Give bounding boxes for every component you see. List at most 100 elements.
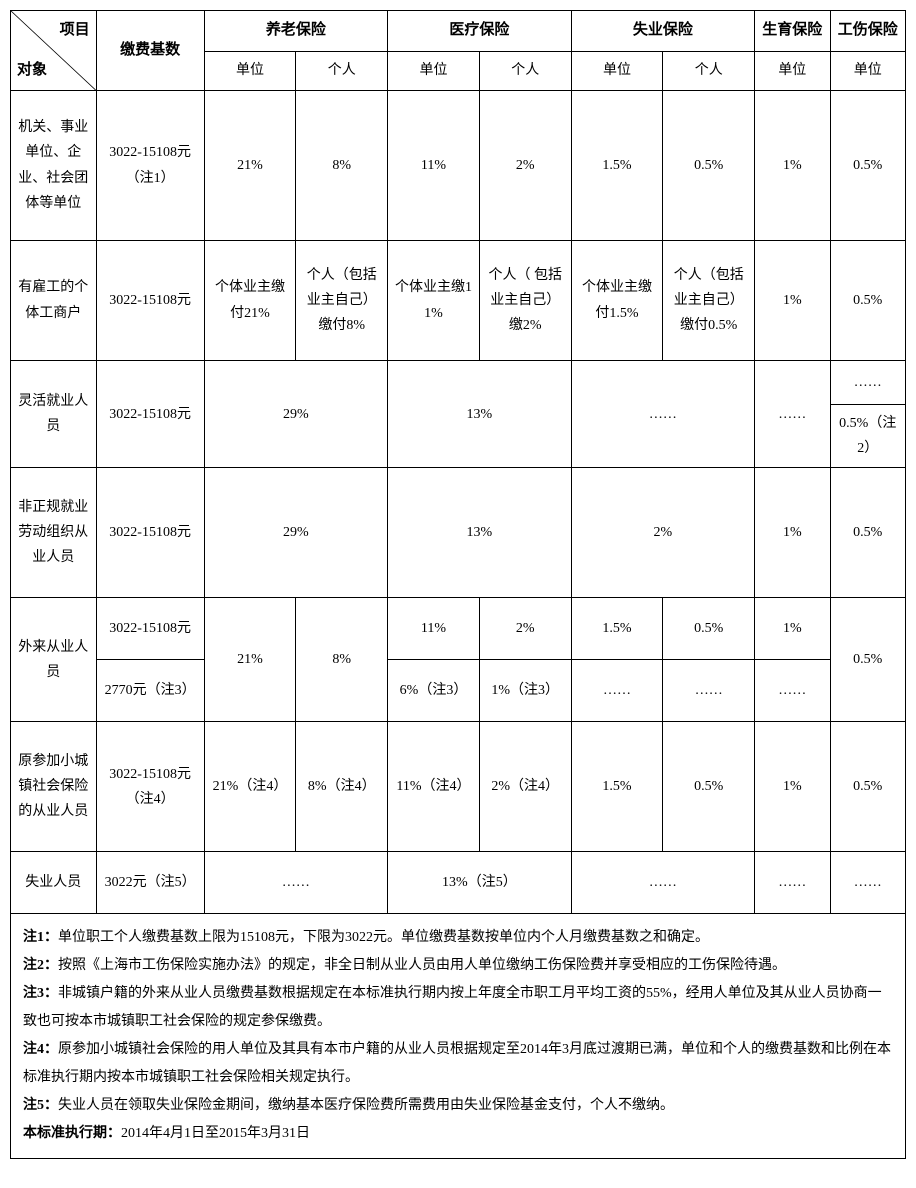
cell: 2%（注4） [479,722,571,852]
base-cell: 3022-15108元 [96,468,204,598]
cell: 6%（注3） [388,660,480,722]
cell: …… [755,852,830,914]
cell: 21% [204,91,296,241]
insurance-table: 项目 对象 缴费基数 养老保险 医疗保险 失业保险 生育保险 工伤保险 单位 个… [10,10,906,914]
obj-cell: 原参加小城镇社会保险的从业人员 [11,722,97,852]
obj-cell: 机关、事业单位、企业、社会团体等单位 [11,91,97,241]
cell: 0.5% [663,598,755,660]
obj-cell: 灵活就业人员 [11,361,97,468]
cell: 0.5% [830,91,905,241]
cell: 个体业主缴付21% [204,241,296,361]
cell: 2% [571,468,754,598]
cell: 1.5% [571,598,663,660]
table-row: 灵活就业人员 3022-15108元 29% 13% …… …… …… [11,361,906,405]
cell: 个人（包括业主自己）缴付0.5% [663,241,755,361]
table-row: 有雇工的个体工商户 3022-15108元 个体业主缴付21% 个人（包括业主自… [11,241,906,361]
obj-cell: 非正规就业劳动组织从业人员 [11,468,97,598]
obj-cell: 失业人员 [11,852,97,914]
col-unemployment: 失业保险 [571,11,754,52]
cell: 21% [204,598,296,722]
cell: 个体业主缴付1.5% [571,241,663,361]
note-label: 注1： [23,930,58,945]
cell: 1%（注3） [479,660,571,722]
cell: …… [571,852,754,914]
sub-unit: 单位 [830,51,905,90]
col-pension: 养老保险 [204,11,387,52]
base-cell: 3022-15108元（注4） [96,722,204,852]
cell: 2% [479,91,571,241]
table-row: 机关、事业单位、企业、社会团体等单位 3022-15108元（注1） 21% 8… [11,91,906,241]
cell: 0.5% [830,468,905,598]
cell: 1.5% [571,722,663,852]
obj-cell: 外来从业人员 [11,598,97,722]
note-label: 注4： [23,1042,58,1057]
cell: …… [204,852,387,914]
sub-personal: 个人 [479,51,571,90]
cell: 0.5% [663,722,755,852]
base-cell: 3022-15108元 [96,598,204,660]
cell: 11% [388,91,480,241]
diag-top: 项目 [60,17,90,44]
cell: 1% [755,598,830,660]
sub-personal: 个人 [663,51,755,90]
cell: 0.5% [830,241,905,361]
cell: 0.5%（注2） [830,405,905,468]
note-label: 注3： [23,986,58,1001]
cell: 个体业主缴11% [388,241,480,361]
note-5: 注5：失业人员在领取失业保险金期间，缴纳基本医疗保险费所需费用由失业保险基金支付… [23,1092,893,1120]
cell: 11%（注4） [388,722,480,852]
sub-unit: 单位 [571,51,663,90]
cell: 29% [204,468,387,598]
cell: 13% [388,361,571,468]
col-injury: 工伤保险 [830,11,905,52]
note-label: 注5： [23,1098,58,1113]
table-row: 非正规就业劳动组织从业人员 3022-15108元 29% 13% 2% 1% … [11,468,906,598]
cell: …… [755,361,830,468]
base-cell: 3022元（注5） [96,852,204,914]
cell: 1% [755,241,830,361]
note-text: 2014年4月1日至2015年3月31日 [121,1126,310,1141]
cell: 21%（注4） [204,722,296,852]
col-medical: 医疗保险 [388,11,571,52]
note-text: 非城镇户籍的外来从业人员缴费基数根据规定在本标准执行期内按上年度全市职工月平均工… [23,986,882,1029]
obj-cell: 有雇工的个体工商户 [11,241,97,361]
note-label: 注2： [23,958,58,973]
cell: 0.5% [830,598,905,722]
note-1: 注1：单位职工个人缴费基数上限为15108元，下限为3022元。单位缴费基数按单… [23,924,893,952]
note-text: 单位职工个人缴费基数上限为15108元，下限为3022元。单位缴费基数按单位内个… [58,930,709,945]
cell: 0.5% [830,722,905,852]
cell: …… [830,852,905,914]
cell: 11% [388,598,480,660]
effective-period: 本标准执行期：2014年4月1日至2015年3月31日 [23,1120,893,1148]
table-row: 外来从业人员 3022-15108元 21% 8% 11% 2% 1.5% 0.… [11,598,906,660]
base-cell: 2770元（注3） [96,660,204,722]
base-cell: 3022-15108元 [96,241,204,361]
note-3: 注3：非城镇户籍的外来从业人员缴费基数根据规定在本标准执行期内按上年度全市职工月… [23,980,893,1036]
table-row: 原参加小城镇社会保险的从业人员 3022-15108元（注4） 21%（注4） … [11,722,906,852]
cell: 2% [479,598,571,660]
note-4: 注4：原参加小城镇社会保险的用人单位及其具有本市户籍的从业人员根据规定至2014… [23,1036,893,1092]
cell: 个人（包括业主自己）缴付8% [296,241,388,361]
header-row-1: 项目 对象 缴费基数 养老保险 医疗保险 失业保险 生育保险 工伤保险 [11,11,906,52]
col-base: 缴费基数 [96,11,204,91]
cell: 8% [296,91,388,241]
base-cell: 3022-15108元（注1） [96,91,204,241]
cell: 1.5% [571,91,663,241]
note-text: 原参加小城镇社会保险的用人单位及其具有本市户籍的从业人员根据规定至2014年3月… [23,1042,891,1085]
diagonal-header: 项目 对象 [11,11,97,91]
note-label: 本标准执行期： [23,1126,121,1141]
cell: 1% [755,468,830,598]
cell: 8%（注4） [296,722,388,852]
sub-personal: 个人 [296,51,388,90]
sub-unit: 单位 [388,51,480,90]
cell: …… [830,361,905,405]
sub-unit: 单位 [755,51,830,90]
diag-bottom: 对象 [17,57,47,84]
col-maternity: 生育保险 [755,11,830,52]
cell: 13% [388,468,571,598]
cell: 13%（注5） [388,852,571,914]
cell: 1% [755,722,830,852]
notes-section: 注1：单位职工个人缴费基数上限为15108元，下限为3022元。单位缴费基数按单… [10,914,906,1159]
table-row: 2770元（注3） 6%（注3） 1%（注3） …… …… …… [11,660,906,722]
note-text: 失业人员在领取失业保险金期间，缴纳基本医疗保险费所需费用由失业保险基金支付，个人… [58,1098,674,1113]
